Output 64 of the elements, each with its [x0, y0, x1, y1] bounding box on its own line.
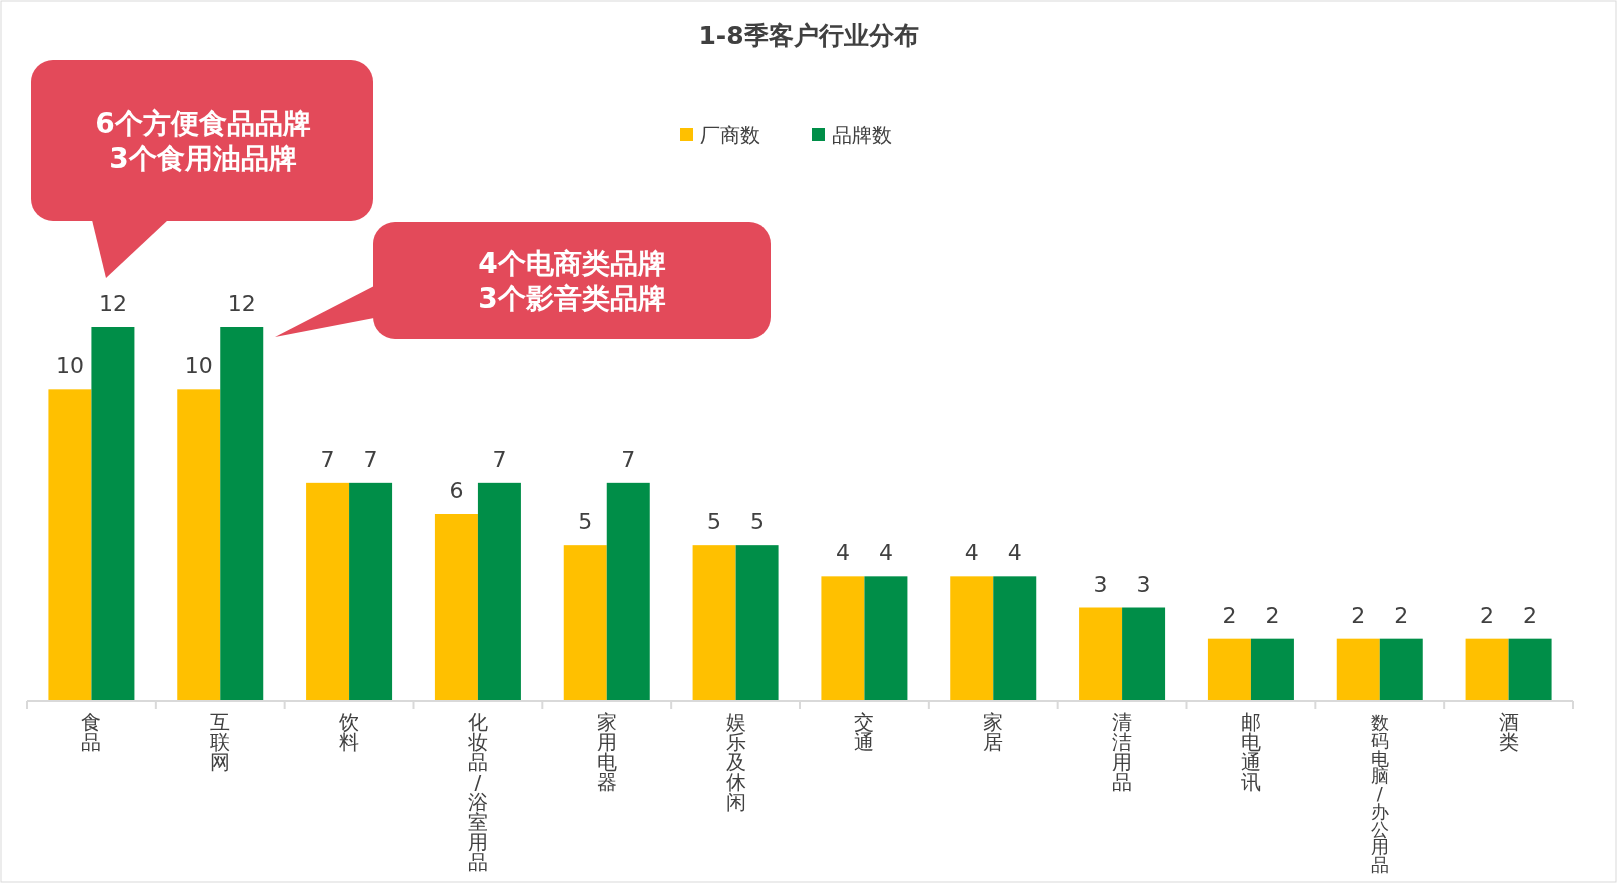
data-label: 2	[1351, 602, 1366, 628]
bar	[477, 482, 521, 701]
x-tick-label: 清洁用品	[1112, 710, 1133, 794]
data-label: 7	[363, 446, 378, 472]
legend-label: 厂商数	[700, 123, 760, 147]
chart-title: 1-8季客户行业分布	[698, 21, 919, 50]
bar	[1336, 638, 1380, 701]
x-tick-label: 化妆品/浴室用品	[467, 710, 488, 874]
data-label: 7	[320, 446, 335, 472]
bar	[821, 576, 865, 701]
data-label: 5	[707, 509, 722, 535]
bar	[1379, 638, 1423, 701]
bar	[864, 576, 908, 701]
x-tick-label: 娱乐及休闲	[725, 710, 746, 814]
bar	[91, 327, 135, 701]
data-label: 5	[578, 509, 593, 535]
data-label: 3	[1136, 571, 1151, 597]
x-tick-label: 邮电通讯	[1240, 710, 1261, 794]
bar	[735, 545, 779, 701]
data-label: 5	[750, 509, 765, 535]
x-tick-label: 互联网	[210, 710, 231, 774]
data-label: 4	[964, 540, 979, 566]
x-tick-label: 家居	[983, 710, 1004, 754]
bar	[1465, 638, 1509, 701]
legend-label: 品牌数	[832, 123, 892, 147]
bar	[1250, 638, 1294, 701]
bar	[950, 576, 994, 701]
text: 4个电商类品牌 3个影音类品牌	[478, 247, 666, 315]
data-label: 12	[227, 291, 256, 316]
bar	[220, 327, 264, 701]
x-tick-label: 家用电器	[596, 710, 617, 794]
bar	[48, 389, 92, 701]
bar	[993, 576, 1037, 701]
data-label: 4	[1007, 540, 1022, 566]
bar	[606, 482, 650, 701]
x-tick-label: 交通	[854, 710, 875, 754]
bar	[1508, 638, 1552, 701]
data-label: 7	[621, 446, 636, 472]
bar	[1207, 638, 1251, 701]
bar	[1079, 607, 1123, 701]
data-label: 10	[55, 353, 84, 379]
data-label: 6	[449, 478, 464, 503]
data-label: 7	[492, 446, 507, 472]
data-label: 4	[835, 540, 850, 566]
data-label: 2	[1394, 602, 1409, 628]
x-tick-label: 酒类	[1498, 710, 1519, 754]
bar	[434, 514, 478, 701]
data-label: 10	[184, 353, 213, 379]
data-label: 2	[1265, 602, 1280, 628]
category-label: 数码电脑/办公用品	[1370, 713, 1389, 875]
data-label: 4	[878, 540, 893, 566]
x-tick-label: 食品	[81, 710, 102, 754]
data-label: 2	[1523, 602, 1538, 628]
data-label: 3	[1093, 571, 1108, 597]
bar	[306, 482, 350, 701]
bar	[563, 545, 607, 701]
bar	[1122, 607, 1166, 701]
data-label: 12	[98, 291, 127, 316]
data-label: 2	[1480, 602, 1495, 628]
x-tick-label: 饮料	[338, 710, 360, 754]
bar	[692, 545, 736, 701]
bar	[349, 482, 393, 701]
bar	[177, 389, 221, 701]
data-label: 2	[1222, 602, 1237, 628]
